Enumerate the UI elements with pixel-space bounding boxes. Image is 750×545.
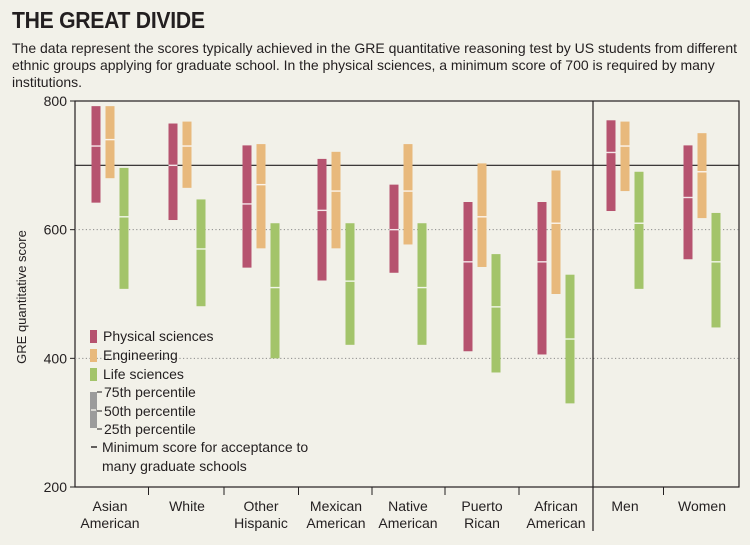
x-tick-label: Women [678,498,726,514]
legend-percentile-label: 25th percentile [104,421,196,437]
bar-engineering [620,121,630,192]
x-tick-label: American [378,515,437,531]
legend-swatch [90,330,97,343]
legend-swatch [90,349,97,362]
legend-percentile-label: 75th percentile [104,384,196,400]
bar-physical-sciences [389,184,399,273]
legend-reference-label: Minimum score for acceptance to [102,439,308,455]
x-tick-label: Puerto [461,498,502,514]
bar-life-sciences [711,212,721,328]
bar-life-sciences [634,171,644,289]
bar-engineering [331,151,341,249]
x-tick-label: Asian [92,498,127,514]
x-tick-label: Other [243,498,278,514]
legend-label: Physical sciences [103,328,214,344]
legend-reference-label: many graduate schools [102,458,247,474]
bar-physical-sciences [463,202,473,352]
x-tick-label: Hispanic [234,515,288,531]
bar-physical-sciences [606,120,616,212]
x-tick-label: American [306,515,365,531]
legend-percentile-label: 50th percentile [104,403,196,419]
bar-life-sciences [417,223,427,345]
bar-life-sciences [270,223,280,359]
y-tick-label: 800 [44,93,68,109]
x-tick-label: Mexican [310,498,362,514]
bar-physical-sciences [91,106,101,203]
bar-engineering [105,106,115,179]
bar-life-sciences [119,167,129,289]
bar-engineering [551,170,561,294]
x-tick-label: Native [388,498,428,514]
bar-physical-sciences [317,158,327,281]
x-tick-label: Rican [464,515,500,531]
x-tick-label: White [169,498,205,514]
legend-label: Life sciences [103,366,184,382]
x-tick-label: Men [611,498,638,514]
bar-physical-sciences [242,145,252,268]
x-tick-label: American [80,515,139,531]
plot-frame [74,100,740,488]
bar-engineering [182,121,192,188]
bar-physical-sciences [537,202,547,355]
y-tick-label: 400 [44,350,68,366]
chart-subtitle: The data represent the scores typically … [12,40,738,90]
bar-life-sciences [345,223,355,345]
bar-engineering [697,133,707,219]
chart-title: THE GREAT DIVIDE [12,7,205,33]
legend-label: Engineering [103,347,178,363]
x-tick-label: African [534,498,578,514]
x-tick-label: American [526,515,585,531]
y-tick-label: 600 [44,222,68,238]
bar-engineering [256,144,266,249]
bar-physical-sciences [168,123,178,221]
y-tick-label: 200 [44,479,68,495]
bar-physical-sciences [683,145,693,260]
bar-engineering [403,144,413,245]
y-axis-label: GRE quantitative score [14,230,29,364]
bar-engineering [477,163,487,267]
bar-life-sciences [196,199,206,307]
legend-swatch [90,368,97,381]
bar-life-sciences [491,254,501,373]
